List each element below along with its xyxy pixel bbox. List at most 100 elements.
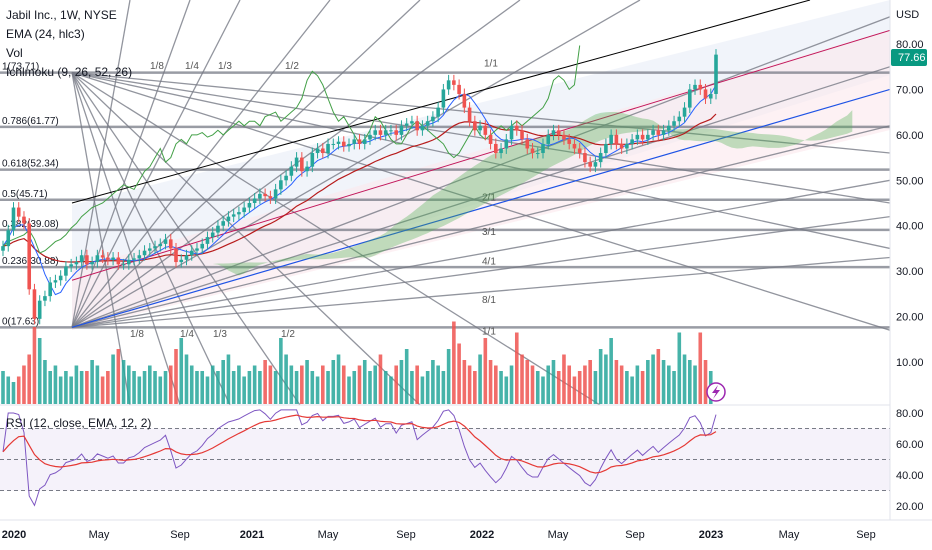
volume-bar[interactable] — [656, 349, 661, 404]
volume-bar[interactable] — [226, 354, 231, 405]
candle-body[interactable] — [441, 89, 446, 108]
candle-body[interactable] — [604, 143, 608, 154]
volume-bar[interactable] — [268, 365, 273, 405]
price-axis[interactable]: 80.00 70.00 60.00 50.00 40.00 30.00 20.00 10.00 — [896, 39, 924, 369]
volume-bar[interactable] — [247, 371, 252, 404]
volume-bar[interactable] — [100, 376, 105, 405]
volume-bar[interactable] — [58, 376, 63, 405]
rsi-legend[interactable]: RSI (12, close, EMA, 12, 2) — [6, 416, 151, 430]
volume-bar[interactable] — [651, 354, 655, 405]
candle-body[interactable] — [142, 250, 147, 256]
volume-bar[interactable] — [258, 371, 262, 404]
volume-bar[interactable] — [467, 365, 472, 405]
volume-bar[interactable] — [153, 371, 157, 404]
volume-bar[interactable] — [499, 371, 503, 404]
candle-body[interactable] — [457, 84, 461, 94]
volume-bar[interactable] — [672, 371, 676, 404]
candle-body[interactable] — [43, 296, 47, 301]
candle-body[interactable] — [483, 125, 488, 135]
candle-body[interactable] — [258, 193, 262, 199]
gann-fan-line[interactable] — [71, 72, 231, 406]
candle-body[interactable] — [147, 248, 152, 251]
volume-bar[interactable] — [698, 332, 703, 405]
volume-bar[interactable] — [483, 338, 488, 404]
candle-body[interactable] — [58, 275, 63, 281]
candle-body[interactable] — [95, 255, 100, 263]
candle-body[interactable] — [462, 93, 467, 108]
volume-bar[interactable] — [373, 365, 378, 405]
volume-bar[interactable] — [609, 338, 613, 404]
candle-body[interactable] — [368, 134, 372, 140]
candle-body[interactable] — [263, 193, 267, 197]
volume-bar[interactable] — [598, 349, 603, 404]
candle-body[interactable] — [237, 212, 241, 215]
candle-body[interactable] — [567, 139, 572, 144]
candle-body[interactable] — [609, 134, 613, 144]
volume-bar[interactable] — [90, 360, 94, 404]
candle-body[interactable] — [698, 84, 703, 90]
candle-body[interactable] — [184, 255, 189, 260]
candle-body[interactable] — [619, 143, 624, 149]
candle-body[interactable] — [22, 216, 26, 224]
gann-fan-line[interactable] — [71, 0, 191, 328]
volume-bar[interactable] — [394, 365, 398, 405]
candle-body[interactable] — [478, 125, 482, 131]
candle-body[interactable] — [127, 259, 131, 265]
ema-line[interactable] — [2, 113, 717, 263]
rsi-line[interactable] — [2, 409, 717, 507]
volume-bar[interactable] — [368, 371, 372, 404]
candle-body[interactable] — [703, 89, 708, 99]
candle-body[interactable] — [630, 139, 634, 144]
candle-body[interactable] — [273, 189, 278, 199]
volume-bar[interactable] — [79, 371, 84, 404]
candle-body[interactable] — [189, 250, 194, 256]
volume-bar[interactable] — [11, 382, 16, 404]
volume-bar[interactable] — [341, 365, 346, 405]
volume-bar[interactable] — [53, 365, 58, 405]
volume-bar[interactable] — [116, 349, 121, 404]
candle-body[interactable] — [535, 153, 540, 155]
gann-fan-line[interactable] — [71, 72, 301, 406]
price-pane[interactable]: 1(73.71) 0.786(61.77) 0.618(52.34) 0.5(45.7… — [0, 0, 891, 406]
volume-bar[interactable] — [142, 371, 147, 404]
volume-bar[interactable] — [682, 354, 687, 405]
candle-body[interactable] — [357, 139, 362, 144]
candle-body[interactable] — [352, 139, 357, 144]
volume-bar[interactable] — [37, 338, 42, 404]
gann-fan-line[interactable] — [71, 179, 891, 328]
volume-bar[interactable] — [158, 376, 163, 405]
candle-body[interactable] — [656, 130, 661, 135]
volume-bar[interactable] — [504, 376, 509, 405]
candle-body[interactable] — [205, 237, 210, 244]
candle-body[interactable] — [598, 153, 603, 163]
volume-bar[interactable] — [577, 371, 582, 404]
candle-body[interactable] — [514, 125, 519, 131]
legend-ichimoku[interactable]: Ichimoku (9, 26, 52, 26) — [6, 65, 132, 79]
volume-bar[interactable] — [16, 376, 21, 405]
candle-body[interactable] — [452, 80, 456, 85]
volume-bar[interactable] — [331, 360, 336, 404]
gann-fan-line[interactable] — [71, 72, 421, 406]
candle-body[interactable] — [499, 148, 503, 154]
volume-bar[interactable] — [389, 376, 393, 405]
candle-body[interactable] — [116, 257, 121, 265]
candle-body[interactable] — [425, 121, 430, 126]
candle-body[interactable] — [520, 130, 524, 140]
candle-body[interactable] — [446, 80, 451, 90]
candle-body[interactable] — [378, 130, 383, 135]
volume-bar[interactable] — [174, 349, 178, 404]
candle-body[interactable] — [714, 54, 718, 94]
candle-body[interactable] — [85, 255, 89, 265]
candle-body[interactable] — [420, 125, 425, 131]
candle-body[interactable] — [588, 162, 592, 167]
volume-bar[interactable] — [95, 365, 100, 405]
volume-bar[interactable] — [410, 371, 414, 404]
gann-fan-line[interactable] — [71, 71, 891, 331]
volume-bar[interactable] — [567, 365, 572, 405]
candle-body[interactable] — [6, 230, 11, 247]
candle-body[interactable] — [682, 107, 687, 117]
candle-body[interactable] — [410, 121, 414, 124]
volume-bar[interactable] — [588, 360, 592, 404]
candle-body[interactable] — [48, 282, 52, 297]
volume-bar[interactable] — [279, 338, 283, 404]
